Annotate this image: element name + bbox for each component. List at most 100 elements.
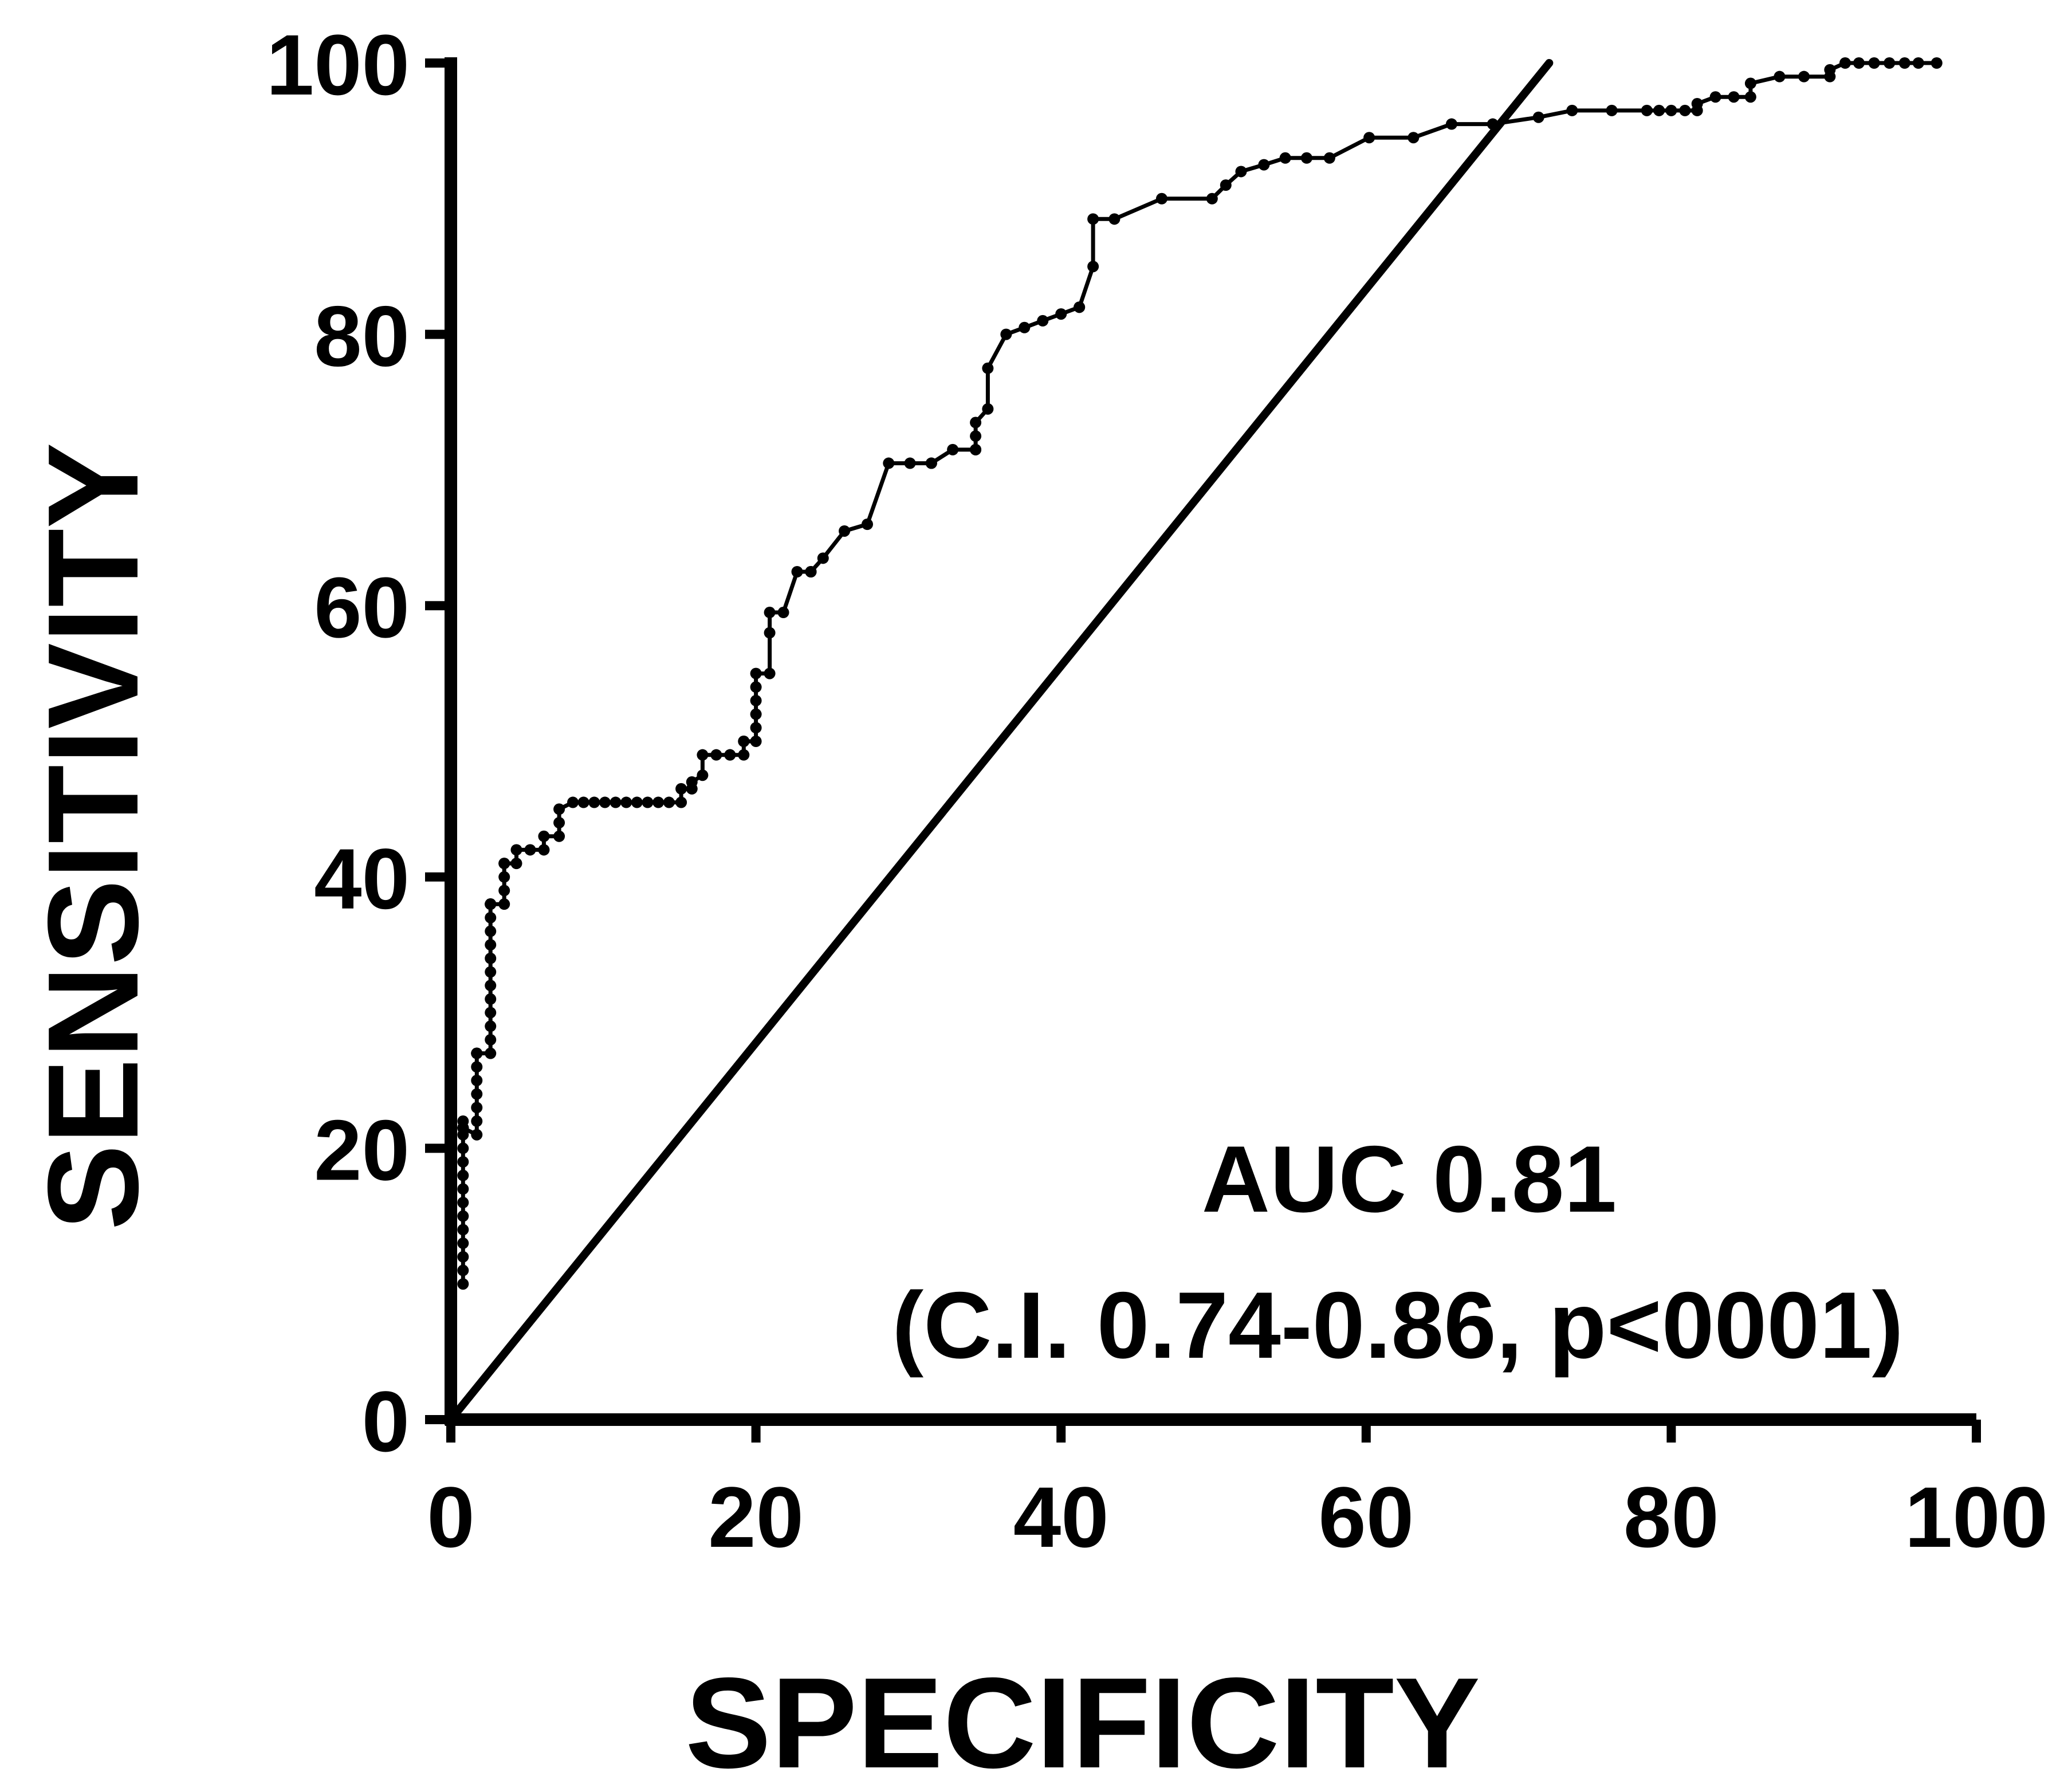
roc-curve-point <box>457 1197 469 1209</box>
roc-curve-point <box>553 830 565 842</box>
roc-curve-point <box>764 607 776 619</box>
axes-group <box>445 57 1976 1426</box>
roc-curve-point <box>485 1020 497 1032</box>
roc-curve-point <box>1087 261 1099 273</box>
roc-curve-point <box>925 457 937 469</box>
roc-curve-point <box>1912 57 1924 69</box>
roc-curve-point <box>1665 104 1677 116</box>
roc-curve-point <box>485 939 497 951</box>
roc-curve-point <box>471 1115 483 1127</box>
roc-curve-point <box>750 681 762 693</box>
roc-curve-point <box>904 457 916 469</box>
roc-curve-point <box>1300 152 1312 164</box>
ticks-group: 0 20 40 60 80 100 0 20 40 60 80 100 <box>266 17 2048 1565</box>
roc-curve-point <box>1279 152 1291 164</box>
roc-curve-point <box>498 898 510 910</box>
roc-curve-point <box>485 993 497 1005</box>
roc-curve-point <box>1606 104 1618 116</box>
roc-curve-point <box>485 980 497 992</box>
roc-curve-point <box>970 430 982 442</box>
roc-curve-point <box>1108 213 1121 225</box>
roc-curve-point <box>1037 315 1049 327</box>
x-tick-label: 80 <box>1623 1469 1719 1565</box>
roc-curve-point <box>710 749 722 761</box>
roc-curve-point <box>764 667 776 679</box>
roc-curve-point <box>1235 166 1247 178</box>
roc-curve-point <box>764 627 776 639</box>
roc-curve-point <box>1055 308 1067 320</box>
reference-line <box>447 59 1554 1424</box>
roc-curve-point <box>577 796 589 808</box>
roc-curve-point <box>1728 91 1740 103</box>
roc-curve-point <box>750 708 762 720</box>
y-tick-label: 20 <box>314 1102 410 1198</box>
roc-curve-point <box>485 911 497 923</box>
roc-curve-point <box>538 844 550 856</box>
roc-curve-point <box>861 518 873 530</box>
roc-curve-point <box>457 1169 469 1181</box>
x-tick-label: 60 <box>1318 1469 1414 1565</box>
y-tick-label: 100 <box>266 17 410 113</box>
roc-curve-point <box>1445 118 1457 130</box>
x-axis-title: SPECIFICITY <box>685 1650 1480 1792</box>
roc-curve-point <box>1839 57 1851 69</box>
roc-curve-point <box>1487 118 1499 130</box>
roc-curve-point <box>777 607 789 619</box>
roc-curve-point <box>610 796 622 808</box>
roc-curve-point <box>485 898 497 910</box>
roc-curve-point <box>1798 70 1810 82</box>
roc-curve-point <box>471 1075 483 1086</box>
x-tick-label: 0 <box>427 1469 474 1565</box>
roc-curve-point <box>620 796 632 808</box>
roc-curve-point <box>1323 152 1335 164</box>
roc-curve-point <box>457 1210 469 1222</box>
x-tick-label: 40 <box>1013 1469 1109 1565</box>
y-tick-label: 40 <box>314 831 410 927</box>
roc-curve-point <box>1408 132 1420 144</box>
roc-curve-point <box>652 796 665 808</box>
roc-curve-point <box>724 749 736 761</box>
roc-curve-point <box>697 769 709 781</box>
roc-curve-point <box>1931 57 1943 69</box>
auc-annotation-line2: (C.I. 0.74-0.86, p<0001) <box>892 1272 1904 1378</box>
roc-curve-group <box>457 57 1943 1290</box>
roc-curve-point <box>1744 77 1756 89</box>
roc-curve-point <box>805 566 817 577</box>
roc-curve-point <box>588 796 600 808</box>
roc-curve-point <box>457 1156 469 1168</box>
roc-curve-point <box>1884 57 1896 69</box>
roc-curve-point <box>1087 213 1099 225</box>
roc-curve-point <box>1744 91 1756 103</box>
roc-curve-point <box>1074 301 1086 313</box>
roc-curve-point <box>1824 64 1836 76</box>
roc-curve-point <box>524 844 536 856</box>
roc-curve-point <box>631 796 643 808</box>
roc-curve-point <box>1258 159 1270 171</box>
reference-line-group <box>447 59 1554 1424</box>
roc-curve-point <box>1206 192 1218 205</box>
roc-curve-point <box>457 1264 469 1276</box>
roc-curve-point <box>471 1047 483 1059</box>
roc-curve-point <box>839 525 851 537</box>
roc-curve-point <box>1679 104 1691 116</box>
roc-curve-point <box>457 1142 469 1154</box>
roc-curve-line <box>461 61 1937 1284</box>
roc-curve-point <box>1566 104 1578 116</box>
y-tick-label: 80 <box>314 288 410 384</box>
roc-curve-point <box>1774 70 1786 82</box>
auc-annotation-line1: AUC 0.81 <box>1202 1126 1617 1232</box>
roc-curve-point <box>1853 57 1865 69</box>
roc-curve-point <box>457 1237 469 1249</box>
roc-curve-point <box>982 403 994 415</box>
roc-curve-point <box>1691 98 1703 110</box>
x-tick-label: 20 <box>708 1469 804 1565</box>
roc-curve-point <box>750 694 762 706</box>
roc-curve-point <box>471 1088 483 1100</box>
roc-curve-point <box>1641 104 1653 116</box>
roc-curve-point <box>498 858 510 870</box>
roc-curve-point <box>485 966 497 978</box>
roc-curve-point <box>663 796 675 808</box>
roc-curve-point <box>485 1047 497 1059</box>
roc-curve-point <box>982 362 994 374</box>
